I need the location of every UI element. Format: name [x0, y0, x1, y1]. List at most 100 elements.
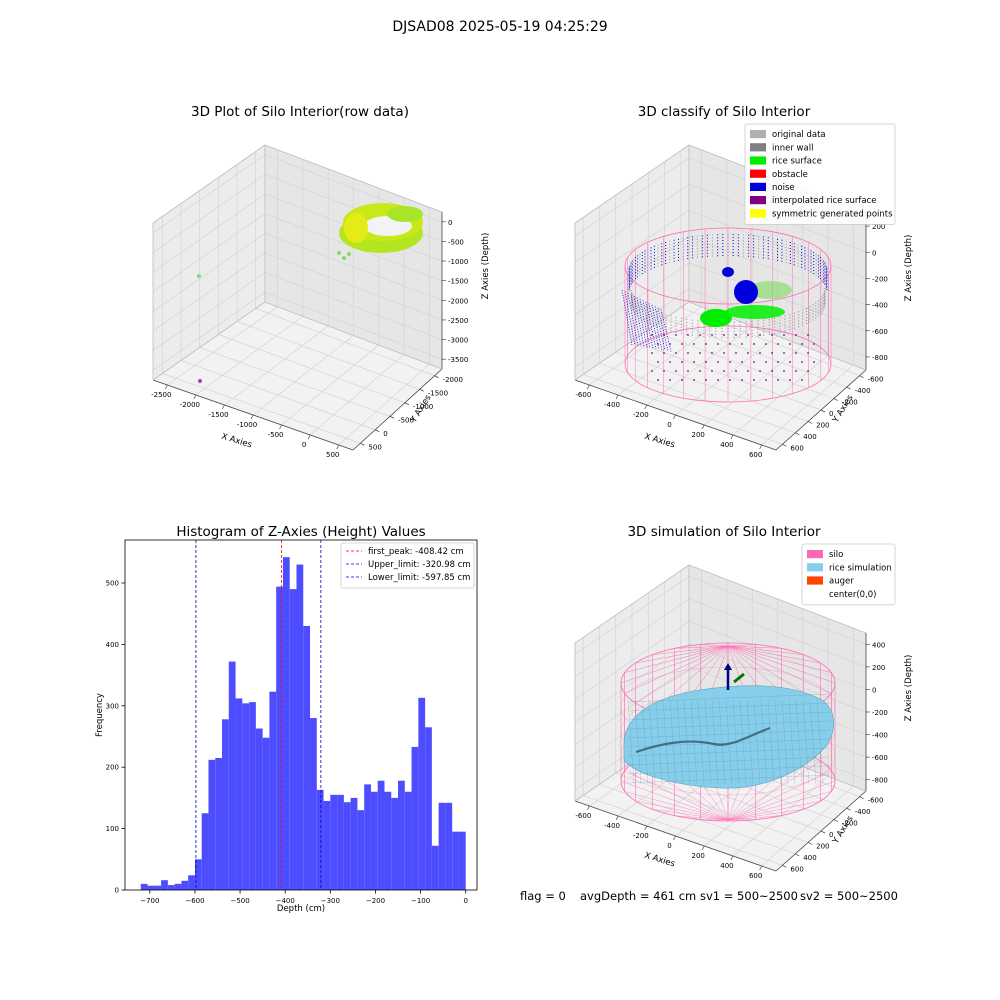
simulation-mesh-line	[627, 756, 831, 766]
raw-x-tick	[250, 414, 254, 420]
classify-interpolated-point	[801, 361, 803, 363]
classify-x-tick	[615, 394, 619, 400]
classify-x-tick-label: -400	[604, 401, 620, 409]
simulation-legend-label: silo	[829, 550, 843, 560]
classify-interpolated-point	[807, 370, 809, 372]
simulation-grid-y-floor	[615, 772, 809, 843]
simulation-z-tick-label: 0	[872, 686, 876, 694]
raw-grid-x-floor	[281, 344, 380, 426]
classify-interpolated-point	[711, 370, 713, 372]
simulation-mesh-line	[802, 699, 810, 785]
raw-grid-y-floor	[218, 334, 406, 404]
simulation-rice-surface	[623, 685, 835, 789]
classify-noise-curtain	[636, 297, 648, 348]
footer-flag: flag = 0	[520, 889, 566, 903]
simulation-mesh-line	[655, 699, 663, 785]
histogram-bar	[404, 791, 412, 890]
classify-edge	[574, 301, 690, 381]
classify-interpolated-point	[765, 343, 767, 345]
classify-interpolated-point	[723, 370, 725, 372]
classify-interpolated-point	[693, 379, 695, 381]
classify-legend: original data inner wall rice surface obsta…	[744, 123, 896, 225]
raw-grid-z-left	[152, 154, 266, 234]
histogram-x-tick-label: −400	[276, 897, 295, 905]
raw-edge	[264, 301, 443, 370]
simulation-y-tick	[833, 819, 839, 822]
raw-y-tick	[360, 442, 365, 446]
raw-z-tick-label: -1500	[448, 278, 468, 286]
simulation-roof-spoke	[635, 645, 729, 664]
simulation-mesh-line	[627, 702, 831, 712]
classify-ticks: -600-400-20002004006006004002000-200-400…	[575, 223, 887, 459]
classify-y-tick	[782, 443, 787, 447]
simulation-z-tick-label: -400	[872, 732, 888, 740]
classify-interpolated-point	[693, 343, 695, 345]
classify-y-tick	[807, 421, 813, 424]
raw-x-tick-label: -500	[268, 431, 284, 439]
classify-interpolated-point	[663, 334, 665, 336]
simulation-roof-spoke	[727, 645, 782, 649]
classify-interpolated-point	[741, 379, 743, 381]
histogram-bar	[174, 883, 182, 890]
classify-interpolated-point	[675, 334, 677, 336]
classify-interpolated-point	[813, 343, 815, 345]
classify-noise-curtain	[648, 303, 660, 350]
classify-grid-z-left	[574, 210, 690, 289]
simulation-grid-z-left	[574, 643, 690, 723]
classify-interpolated-point	[771, 334, 773, 336]
simulation-x-tick	[730, 855, 734, 861]
simulation-mesh-line	[634, 699, 642, 785]
classify-y-tick	[846, 386, 851, 390]
raw-grid-y-floor	[236, 321, 420, 390]
histogram-x-ticks: −700 −600 −500 −400 −300 −200 −100 0	[140, 890, 468, 905]
histogram-x-tick-label: −600	[185, 897, 204, 905]
histogram-y-tick-label: 200	[106, 764, 119, 772]
simulation-floor-spoke	[620, 780, 729, 821]
classify-x-tick	[587, 384, 590, 390]
classify-y-tick-label: 0	[829, 410, 833, 418]
histogram-x-tick-label: 0	[463, 897, 467, 905]
raw-x-tick	[164, 384, 168, 390]
histogram-bar	[398, 780, 405, 890]
raw-y-tick-label: -1500	[428, 389, 448, 397]
classify-legend-swatch	[750, 156, 766, 165]
histogram-y-ticks: 0 100 200 300 400 500	[106, 579, 125, 895]
classify-noise-cluster	[734, 280, 758, 304]
raw-data-points	[197, 203, 423, 383]
histogram-bar	[208, 759, 216, 890]
classify-grid-y-floor	[664, 318, 847, 388]
simulation-x-tick-label: -400	[604, 822, 620, 830]
classify-interpolated-point	[735, 352, 737, 354]
histogram-bar	[181, 880, 189, 890]
classify-grid-y-floor	[615, 351, 809, 422]
classify-legend-label: rice surface	[772, 157, 822, 167]
raw-x-tick	[307, 434, 311, 440]
simulation-roof-spoke	[674, 645, 729, 649]
classify-interpolated-point	[717, 343, 719, 345]
classify-noise-curtain	[642, 300, 654, 349]
histogram-y-tick-label: 0	[115, 887, 119, 895]
histogram-bar	[296, 564, 304, 890]
histogram-y-tick-label: 500	[106, 579, 119, 587]
simulation-roof-spoke	[635, 645, 729, 704]
simulation-legend-swatch	[807, 589, 823, 598]
simulation-z-tick-label: -600	[872, 754, 888, 762]
classify-grid-y-floor	[583, 374, 783, 445]
histogram-bar	[276, 586, 283, 890]
simulation-legend-swatch	[807, 550, 823, 559]
simulation-floor-spoke	[727, 791, 832, 821]
classify-grid-y-floor	[648, 329, 834, 399]
histogram-x-tick-label: −100	[411, 897, 430, 905]
histogram-bar	[431, 845, 439, 890]
raw-surface-left-arc	[344, 213, 368, 243]
histogram-x-tick-label: −200	[366, 897, 385, 905]
classify-x-tick	[701, 424, 705, 430]
classify-interpolated-point	[705, 343, 707, 345]
classify-x-tick	[673, 414, 676, 420]
raw-z-tick-label: -3500	[448, 356, 468, 364]
histogram-bar	[242, 703, 250, 890]
classify-xlabel: X Axies	[643, 432, 676, 451]
classify-interpolated-point	[795, 352, 797, 354]
classify-interpolated-point	[735, 370, 737, 372]
classify-interpolated-point	[675, 370, 677, 372]
